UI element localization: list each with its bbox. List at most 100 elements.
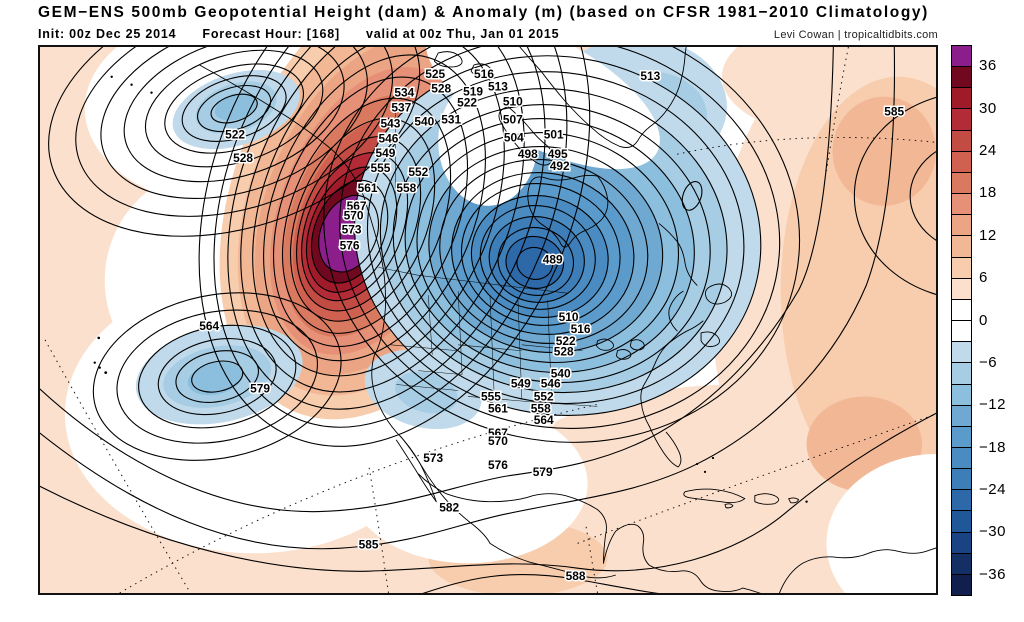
small-islands [93,75,808,503]
colorbar-segment [951,193,972,216]
contour-label: 519 [463,85,483,99]
colorbar-segment [951,552,972,575]
contour-label: 564 [534,413,554,427]
contour-label: 573 [342,223,362,237]
contour-label: 570 [344,209,364,223]
colorbar-segment [951,383,972,406]
colorbar-segment [951,425,972,448]
colorbar-segment [951,235,972,258]
contour-label: 546 [378,131,398,145]
contour-label: 579 [250,381,270,395]
contour-label: 531 [441,112,461,126]
anomaly-fill-low [354,47,761,416]
colorbar-segment [951,256,972,279]
contour-label: 501 [544,127,564,141]
colorbar-segment [951,45,972,68]
colorbar-segment [951,214,972,237]
contour-label: 588 [566,569,586,583]
map-canvas: 522 528 525 528 516 513 519 522 510 507 531 504 501 4… [38,45,938,595]
contour-label: 537 [391,101,411,115]
contour-label: 528 [431,82,451,96]
valid-time-label: valid at 00z Thu, Jan 01 2015 [365,27,560,41]
contour-label: 510 [503,95,523,109]
contour-label: 579 [533,465,553,479]
colorbar-segment [951,66,972,89]
colorbar-segment [951,87,972,110]
contour-label: 570 [488,434,508,448]
colorbar-segment [951,489,972,512]
contours-low [323,47,801,443]
contour-label: 558 [531,401,551,415]
colorbar-segment [951,277,972,300]
contour-label: 543 [380,116,400,130]
contour-label: 507 [503,112,523,126]
contour-label: 576 [340,239,360,253]
contour-label: 534 [394,86,414,100]
contour-label: 540 [551,367,571,381]
colorbar-segment [951,510,972,533]
contour-label: 585 [884,105,904,119]
colorbar-segment [951,298,972,322]
coastlines [198,47,936,593]
contour-label: 522 [556,334,576,348]
contour-label: 492 [550,159,570,173]
contour-label: 549 [376,146,396,160]
contour-label: 513 [640,69,660,83]
colorbar-segment [951,341,972,364]
contour-label: 552 [534,389,554,403]
contour-label: 576 [488,458,508,472]
contour-label: 558 [396,181,416,195]
contour-label: 585 [359,537,379,551]
colorbar-tick: −36 [979,565,1006,583]
contour-label: 564 [199,319,219,333]
colorbar-tick: −24 [979,481,1006,499]
colorbar-tick: −30 [979,523,1006,541]
credit-watermark: Levi Cowan | tropicaltidbits.com [773,29,938,41]
page-title: GEM−ENS 500mb Geopotential Height (dam) … [38,4,929,21]
colorbar-tick: 18 [979,184,997,202]
init-time-label: Init: 00z Dec 25 2014 [38,27,177,41]
contour-label: 510 [559,310,579,324]
forecast-hour-label: Forecast Hour: [168] [202,27,340,41]
colorbar-segment [951,171,972,195]
contour-label: 522 [225,127,245,141]
political-borders [378,104,598,407]
contour-label: 555 [371,161,391,175]
contour-label: 498 [518,147,538,161]
colorbar-tick: 0 [979,311,988,329]
contour-label: 567 [488,426,508,440]
colorbar-segment [951,404,972,427]
colorbar-tick: 12 [979,226,997,244]
colorbar-segment [951,531,972,554]
colorbar-segment [951,129,972,152]
colorbar-segment [951,362,972,385]
contour-label: 513 [488,80,508,94]
contour-label: 567 [347,199,367,213]
contours-ridge [198,47,591,447]
contours-southern [40,47,936,593]
contour-label: 582 [439,501,459,515]
colorbar-segment [951,573,972,597]
contour-label: 528 [554,345,574,359]
colorbar-tick: −6 [979,353,998,371]
colorbar-tick-labels: 36 30 24 18 12 6 0 −6 −12 −18 −24 −30 −36 [979,45,1024,596]
colorbar-tick: −18 [979,438,1006,456]
colorbar-segment [951,108,972,131]
contour-label: 495 [548,147,568,161]
colorbar-tick: 30 [979,99,997,117]
contour-label: 540 [414,114,434,128]
anomaly-colorbar [951,45,972,597]
contour-label: 516 [571,322,591,336]
contour-label: 555 [481,389,501,403]
contour-label: 549 [511,377,531,391]
contour-label: 546 [541,377,561,391]
contour-label: 504 [504,130,524,144]
colorbar-segment [951,320,972,343]
contour-label: 573 [423,451,443,465]
contours-pacific-low [92,292,342,461]
contour-label: 516 [474,67,494,81]
contour-label: 561 [358,181,378,195]
colorbar-tick: 24 [979,141,997,159]
colorbar-segment [951,446,972,470]
